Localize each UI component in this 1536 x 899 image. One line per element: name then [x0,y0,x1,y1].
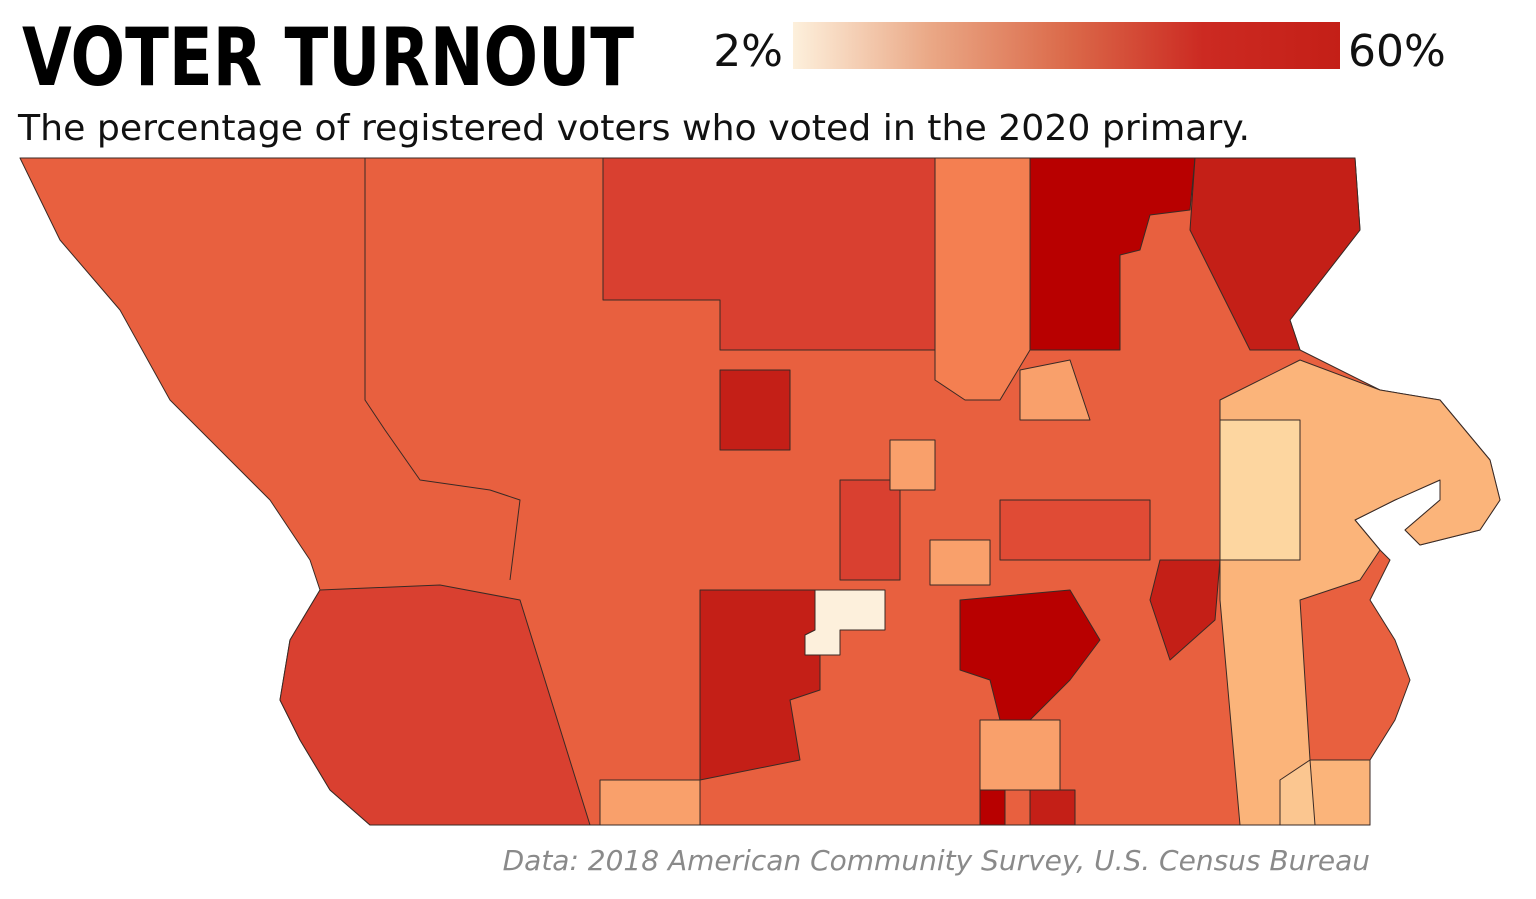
subtitle: The percentage of registered voters who … [17,108,1250,149]
region [804,589,886,656]
region [1029,789,1076,826]
region [889,439,936,491]
region [1189,157,1361,351]
region [599,779,701,826]
region [979,719,1061,791]
region [719,369,791,451]
legend-min-label: 2% [713,26,783,77]
region [839,479,901,581]
region [934,157,1031,401]
region [279,584,591,826]
region [1219,419,1301,561]
region [999,499,1151,561]
region [1279,759,1316,826]
map [19,157,1501,826]
region [1019,359,1091,421]
region [929,539,991,586]
title: VOTER TURNOUT [22,11,634,104]
region-border [364,158,521,581]
region [979,789,1006,826]
legend-scale [793,22,1340,69]
source: Data: 2018 American Community Survey, U.… [503,844,1370,877]
region [1149,559,1221,661]
legend-max-label: 60% [1348,26,1446,77]
